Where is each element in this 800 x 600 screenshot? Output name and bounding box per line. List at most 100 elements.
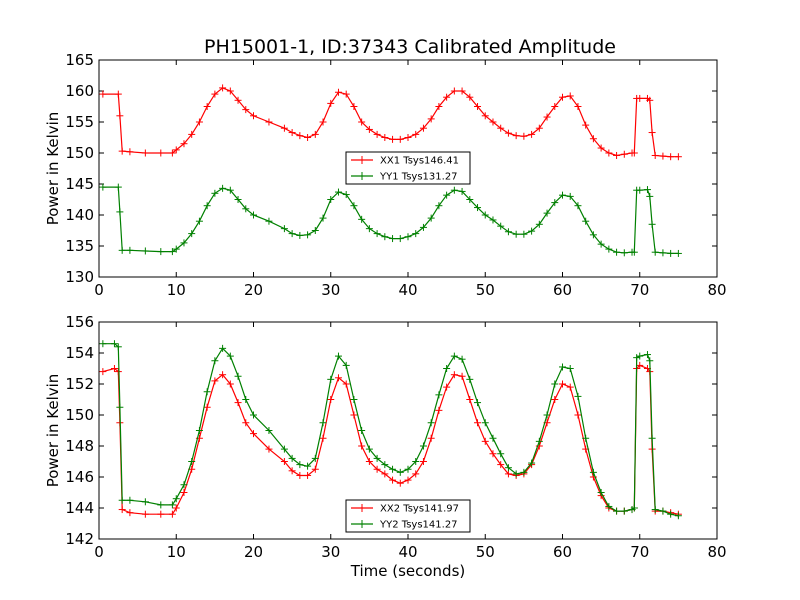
top-data-point-1 bbox=[566, 92, 574, 100]
top-data-point-1 bbox=[118, 147, 126, 155]
bottom-data-point-1 bbox=[450, 371, 458, 379]
bottom-data-point-2 bbox=[114, 343, 122, 351]
bottom-x-tick-label: 20 bbox=[244, 543, 263, 561]
top-data-point-1 bbox=[234, 96, 242, 104]
bottom-data-point-2 bbox=[489, 434, 497, 442]
top-data-point-2 bbox=[481, 211, 489, 219]
bottom-data-point-1 bbox=[358, 442, 366, 450]
bottom-data-point-2 bbox=[543, 411, 551, 419]
bottom-data-point-1 bbox=[489, 450, 497, 458]
bottom-data-point-1 bbox=[311, 465, 319, 473]
top-data-point-1 bbox=[311, 130, 319, 138]
top-data-point-2 bbox=[99, 183, 107, 191]
bottom-data-point-1 bbox=[319, 434, 327, 442]
bottom-data-point-1 bbox=[280, 458, 288, 465]
top-data-point-2 bbox=[520, 230, 528, 238]
top-data-point-2 bbox=[419, 223, 427, 231]
bottom-y-tick-label: 144 bbox=[65, 499, 94, 517]
bottom-data-point-2 bbox=[636, 352, 644, 360]
top-data-point-2 bbox=[296, 231, 304, 239]
bottom-data-point-2 bbox=[219, 344, 227, 352]
bottom-data-point-1 bbox=[141, 510, 149, 518]
bottom-data-point-2 bbox=[613, 507, 621, 515]
top-data-point-2 bbox=[304, 231, 312, 239]
bottom-data-point-1 bbox=[373, 465, 381, 473]
top-data-point-1 bbox=[636, 94, 644, 102]
bottom-data-point-2 bbox=[389, 465, 397, 473]
top-data-point-1 bbox=[427, 115, 435, 123]
top-data-point-2 bbox=[311, 227, 319, 234]
bottom-data-point-2 bbox=[365, 445, 373, 453]
top-data-point-1 bbox=[404, 134, 412, 141]
bottom-data-point-2 bbox=[180, 481, 188, 489]
top-data-point-2 bbox=[512, 230, 520, 238]
bottom-y-tick-label: 146 bbox=[65, 468, 94, 486]
top-data-point-1 bbox=[520, 132, 528, 140]
top-data-point-1 bbox=[435, 103, 443, 110]
bottom-data-point-2 bbox=[311, 454, 319, 462]
top-data-point-2 bbox=[497, 222, 505, 230]
top-data-point-1 bbox=[651, 151, 659, 159]
top-data-point-1 bbox=[381, 134, 389, 141]
top-legend-label-xx1: XX1 Tsys146.41 bbox=[380, 156, 459, 167]
bottom-data-point-2 bbox=[435, 391, 443, 399]
top-x-tick-label: 10 bbox=[167, 281, 186, 299]
bottom-data-point-1 bbox=[551, 396, 559, 403]
bottom-data-point-2 bbox=[412, 458, 420, 465]
top-data-point-2 bbox=[630, 248, 638, 256]
bottom-legend-label-yy2: YY2 Tsys141.27 bbox=[379, 520, 458, 531]
top-data-point-1 bbox=[481, 112, 489, 120]
bottom-y-tick-label: 154 bbox=[65, 344, 94, 362]
top-x-tick-label: 0 bbox=[94, 281, 104, 299]
bottom-data-point-2 bbox=[296, 461, 304, 469]
bottom-data-point-2 bbox=[265, 427, 273, 434]
top-data-point-2 bbox=[528, 227, 536, 235]
top-data-point-1 bbox=[574, 103, 582, 110]
bottom-data-point-1 bbox=[474, 419, 482, 427]
top-x-tick-label: 60 bbox=[553, 281, 572, 299]
top-data-point-1 bbox=[419, 124, 427, 132]
top-data-point-2 bbox=[582, 217, 590, 225]
top-data-point-1 bbox=[458, 87, 466, 95]
top-data-point-1 bbox=[327, 99, 335, 107]
top-data-point-1 bbox=[605, 149, 613, 157]
bottom-data-point-2 bbox=[605, 502, 613, 510]
bottom-data-point-1 bbox=[172, 504, 180, 512]
bottom-x-tick-label: 80 bbox=[707, 543, 726, 561]
chart-title: PH15001-1, ID:37343 Calibrated Amplitude bbox=[204, 36, 616, 58]
top-data-point-1 bbox=[597, 144, 605, 152]
top-data-point-1 bbox=[443, 93, 451, 101]
bottom-data-point-2 bbox=[620, 507, 628, 515]
bottom-data-point-1 bbox=[427, 434, 435, 442]
top-data-point-1 bbox=[203, 103, 211, 110]
top-data-point-1 bbox=[466, 93, 474, 101]
top-data-point-1 bbox=[582, 121, 590, 129]
top-data-point-1 bbox=[646, 96, 654, 104]
top-data-point-2 bbox=[474, 204, 482, 212]
bottom-data-point-1 bbox=[304, 471, 312, 479]
bottom-y-tick-label: 148 bbox=[65, 437, 94, 455]
bottom-data-point-2 bbox=[646, 357, 654, 365]
bottom-data-point-1 bbox=[334, 374, 342, 382]
bottom-data-point-2 bbox=[211, 357, 219, 365]
bottom-data-point-2 bbox=[474, 399, 482, 407]
top-data-point-2 bbox=[659, 249, 667, 257]
top-data-point-1 bbox=[168, 149, 176, 157]
top-data-point-1 bbox=[474, 103, 482, 110]
bottom-data-point-2 bbox=[116, 403, 124, 411]
top-data-point-1 bbox=[188, 130, 196, 138]
bottom-data-point-1 bbox=[250, 430, 257, 438]
bottom-data-point-2 bbox=[126, 496, 134, 504]
bottom-data-point-2 bbox=[566, 365, 574, 372]
bottom-data-point-2 bbox=[589, 468, 597, 476]
top-chart: 0 10 20 30 40 50 60 70 80 130 135 140 145 150 155 160 16… bbox=[44, 51, 727, 299]
bottom-data-point-2 bbox=[110, 340, 118, 348]
bottom-data-point-2 bbox=[280, 445, 288, 453]
bottom-data-point-1 bbox=[365, 458, 373, 465]
top-data-point-2 bbox=[242, 205, 250, 213]
top-legend-box bbox=[345, 151, 471, 185]
top-data-point-2 bbox=[458, 187, 466, 195]
bottom-data-point-2 bbox=[535, 437, 543, 445]
bottom-data-point-2 bbox=[481, 419, 489, 427]
top-data-point-1 bbox=[265, 118, 273, 126]
